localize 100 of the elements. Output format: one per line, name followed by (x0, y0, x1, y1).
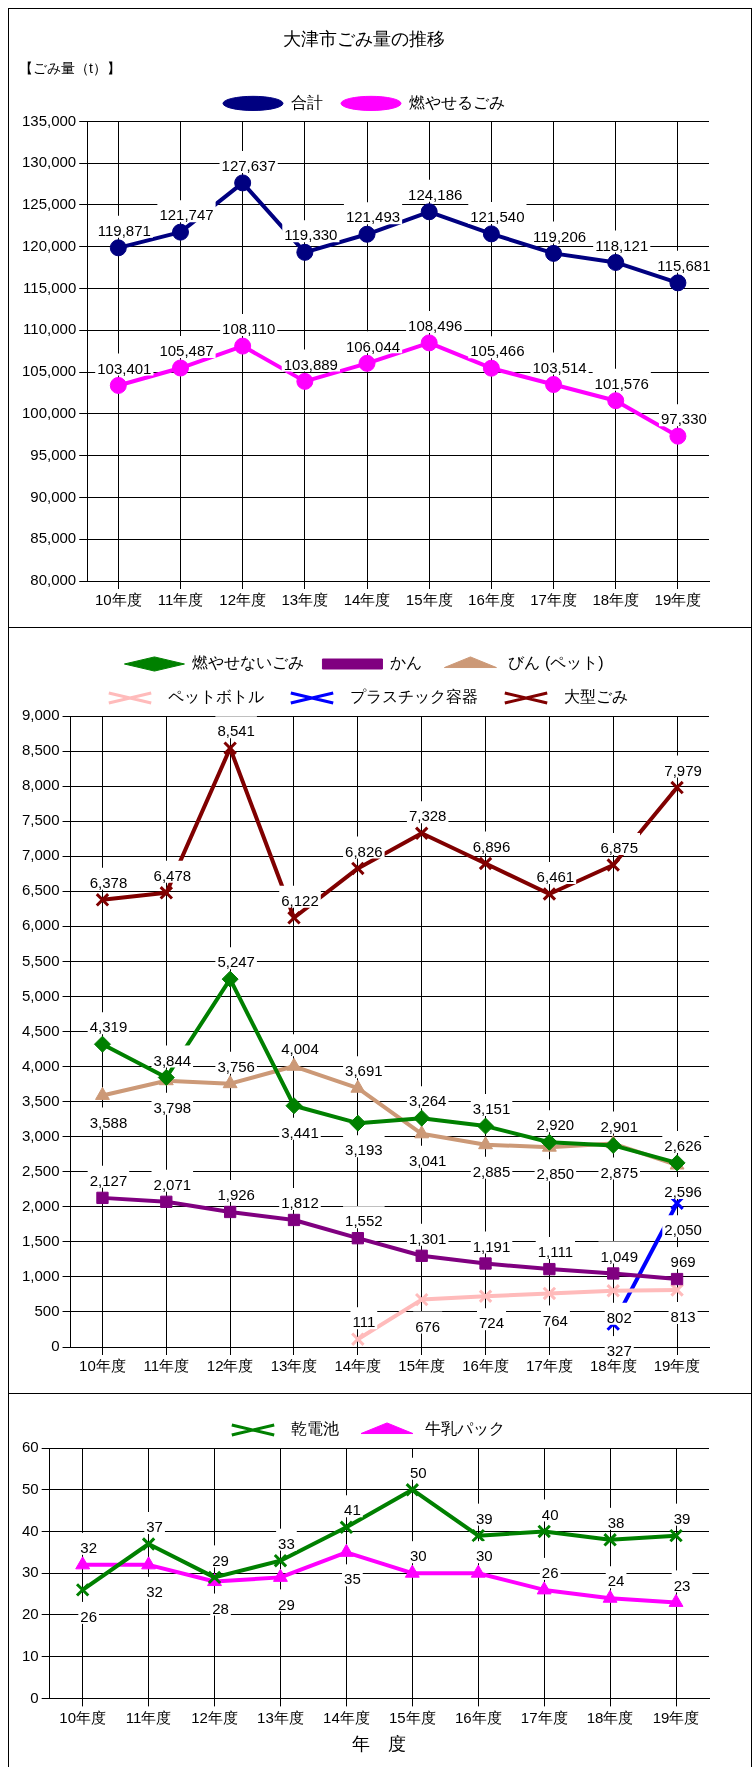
point (606, 857, 621, 873)
y-tick-label: 110,000 (23, 320, 77, 338)
y-tick-label: 3,500 (21, 1091, 60, 1109)
y-tick-label: 135,000 (21, 111, 77, 129)
legend-label: 燃やせるごみ (409, 93, 505, 111)
data-label: 103,889 (283, 355, 338, 373)
x-tick-label: 13年度 (281, 591, 329, 609)
point (542, 1286, 557, 1301)
data-label: 676 (415, 1317, 441, 1335)
data-label: 1,191 (472, 1237, 511, 1255)
point (160, 1195, 173, 1208)
point (222, 1075, 238, 1089)
data-label: 38 (607, 1513, 625, 1531)
data-label: 2,850 (536, 1165, 575, 1183)
point (670, 1272, 684, 1286)
data-label: 6,461 (536, 868, 575, 886)
y-tick-label: 5,000 (21, 986, 60, 1004)
y-tick-label: 3,000 (21, 1126, 60, 1144)
x-tick-label: 11年度 (157, 591, 204, 609)
y-tick-label: 1,500 (21, 1231, 60, 1249)
point (470, 1564, 486, 1578)
point (668, 1528, 684, 1543)
data-label: 28 (212, 1599, 229, 1617)
point (602, 1532, 618, 1547)
data-label: 103,514 (532, 358, 587, 376)
data-label: 127,637 (221, 157, 276, 175)
data-label: 30 (475, 1547, 493, 1565)
legend-label: 牛乳パック (425, 1420, 505, 1438)
point (478, 856, 493, 871)
x-tick-label: 16年度 (468, 591, 515, 609)
point (482, 225, 500, 243)
data-label: 39 (673, 1509, 691, 1527)
x-tick-label: 15年度 (398, 1357, 446, 1375)
data-label: 3,151 (472, 1100, 511, 1118)
data-label: 813 (670, 1308, 696, 1326)
data-label: 105,466 (470, 342, 525, 360)
data-label: 115,681 (657, 256, 711, 274)
y-tick-label: 30 (22, 1563, 39, 1581)
data-label: 40 (541, 1505, 559, 1523)
point (286, 1057, 302, 1071)
point (171, 359, 189, 377)
y-tick-label: 100,000 (21, 404, 77, 422)
legend-label: びん (ペット) (508, 654, 604, 672)
data-label: 23 (673, 1576, 691, 1594)
x-tick-label: 15年度 (388, 1708, 436, 1726)
y-tick-label: 105,000 (21, 362, 77, 380)
x-tick-label: 18年度 (586, 1708, 634, 1726)
x-axis-title: 年 度 (352, 1734, 407, 1755)
point (141, 1536, 156, 1552)
point (414, 826, 429, 841)
data-label: 35 (344, 1570, 361, 1588)
y-tick-label: 9,000 (21, 706, 60, 724)
y-tick-label: 90,000 (30, 487, 77, 505)
point (109, 239, 127, 257)
data-label: 119,330 (284, 226, 338, 244)
y-tick-label: 500 (34, 1302, 60, 1320)
legend-label: 合計 (291, 93, 323, 111)
point (96, 1191, 109, 1205)
data-label: 33 (278, 1534, 295, 1552)
data-label: 724 (479, 1314, 505, 1332)
data-label: 106,044 (345, 337, 401, 355)
point (358, 225, 376, 243)
data-label: 101,576 (594, 374, 649, 392)
data-label: 8,541 (217, 722, 255, 740)
x-tick-label: 13年度 (270, 1357, 318, 1375)
data-label: 969 (670, 1253, 696, 1271)
point (414, 1292, 429, 1307)
point (607, 1267, 620, 1280)
data-label: 29 (212, 1551, 229, 1569)
x-tick-label: 19年度 (653, 1357, 701, 1375)
x-tick-label: 14年度 (323, 1708, 370, 1726)
point (350, 861, 365, 876)
data-label: 2,127 (89, 1172, 128, 1190)
data-label: 111 (352, 1313, 376, 1331)
data-label: 3,264 (408, 1092, 447, 1110)
point (221, 970, 239, 988)
x-tick-label: 16年度 (454, 1708, 502, 1726)
data-label: 2,626 (664, 1137, 702, 1155)
x-tick-label: 19年度 (654, 591, 702, 609)
data-label: 3,691 (345, 1062, 383, 1080)
data-label: 121,540 (470, 208, 525, 226)
point (543, 1262, 556, 1276)
data-label: 2,071 (153, 1175, 192, 1193)
point (413, 1109, 431, 1127)
data-label: 26 (541, 1564, 559, 1582)
data-label: 1,049 (600, 1247, 638, 1265)
x-tick-label: 11年度 (125, 1708, 172, 1726)
data-label: 105,487 (159, 342, 214, 360)
point (420, 334, 438, 352)
y-tick-label: 125,000 (21, 195, 77, 213)
point (545, 376, 563, 394)
point (223, 741, 238, 756)
x-tick-label: 17年度 (526, 1357, 573, 1375)
y-tick-label: 7,500 (21, 811, 60, 829)
data-label: 6,122 (281, 891, 319, 909)
data-label: 119,871 (97, 221, 151, 239)
x-tick-label: 10年度 (94, 591, 142, 609)
point (285, 1097, 303, 1115)
point (273, 1553, 288, 1568)
data-label: 50 (409, 1463, 427, 1481)
